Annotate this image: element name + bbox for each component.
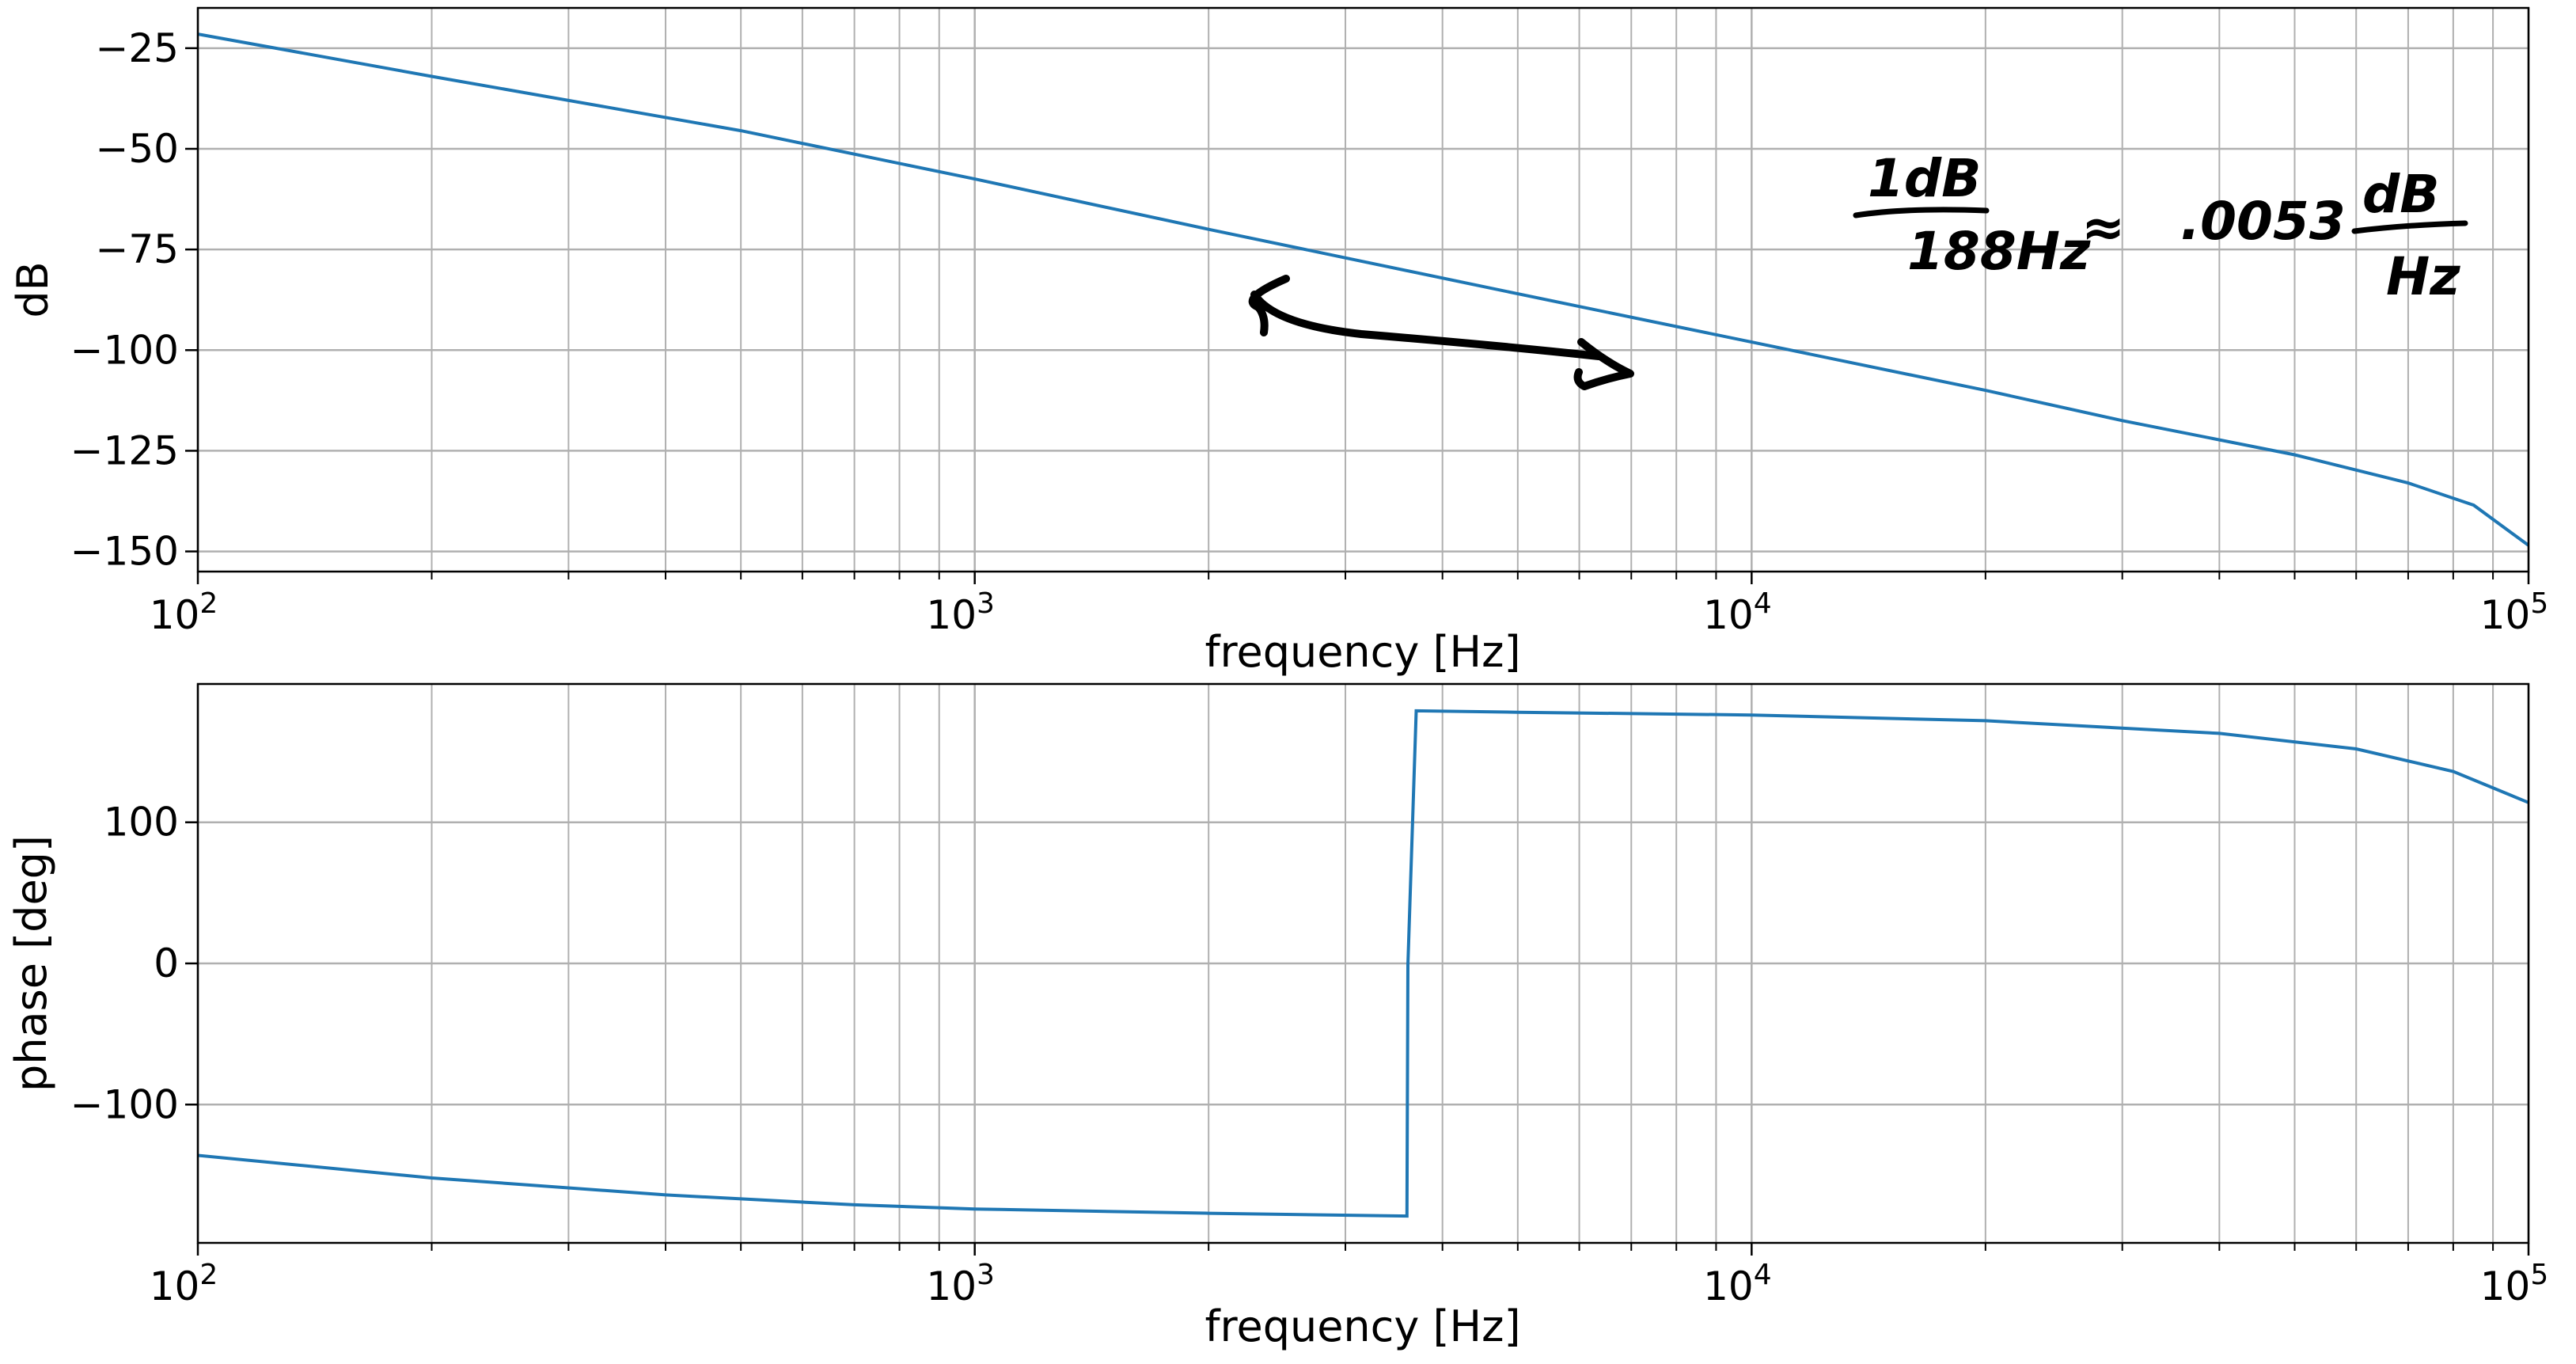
handwritten-value: .0053 xyxy=(2180,191,2346,252)
y-tick-label: −100 xyxy=(70,327,179,373)
handwritten-fraction-bar-1 xyxy=(1853,207,1990,218)
phase-x-ticks: 102 103 104 105 xyxy=(150,1243,2549,1309)
phase-axes-frame xyxy=(196,682,2530,1244)
handwritten-approx-sign: ≈ xyxy=(2081,197,2125,258)
x-tick-label-exponent: 3 xyxy=(977,1259,995,1291)
handwritten-fraction-2-numerator: dB xyxy=(2362,164,2440,225)
y-tick-label: −25 xyxy=(95,25,179,71)
x-tick-label-base: 10 xyxy=(1703,592,1754,638)
phase-series-line xyxy=(197,709,2529,1218)
magnitude-y-ticks: −25 −50 −75 −100 −125 −150 xyxy=(70,25,198,575)
y-tick-label: −125 xyxy=(70,427,179,473)
magnitude-x-ticks: 102 103 104 105 xyxy=(150,572,2549,638)
x-tick-label: 102 xyxy=(150,587,218,638)
x-tick-label: 104 xyxy=(1703,587,1772,638)
x-tick-label: 103 xyxy=(926,587,995,638)
y-tick-label: −150 xyxy=(70,529,179,575)
y-tick-label: −50 xyxy=(95,126,179,172)
handwritten-fraction-1-denominator: 188Hz xyxy=(1907,221,2091,282)
x-tick-label-base: 10 xyxy=(150,1263,200,1309)
x-tick-label: 105 xyxy=(2480,1259,2549,1309)
x-tick-label: 105 xyxy=(2480,587,2549,638)
handwritten-annotation: 1dB 188Hz ≈ .0053 dB Hz xyxy=(1248,148,2468,390)
x-tick-label-exponent: 2 xyxy=(199,587,218,620)
x-tick-label: 102 xyxy=(150,1259,218,1309)
x-tick-label-base: 10 xyxy=(1703,1263,1754,1309)
handwritten-arrow-left-head xyxy=(1248,275,1290,336)
x-tick-label-exponent: 3 xyxy=(977,587,995,620)
y-tick-label: 100 xyxy=(104,800,179,845)
handwritten-fraction-2-denominator: Hz xyxy=(2386,246,2460,307)
x-tick-label-base: 10 xyxy=(2480,1263,2531,1309)
handwritten-arrow-right-head xyxy=(1573,338,1634,390)
magnitude-plot-area xyxy=(198,8,2529,572)
magnitude-series-line xyxy=(197,32,2530,547)
magnitude-y-axis-label: dB xyxy=(8,261,58,317)
magnitude-x-axis-label: frequency [Hz] xyxy=(1205,627,1520,677)
handwritten-fraction-1-numerator: 1dB xyxy=(1868,148,1981,209)
y-tick-label: −75 xyxy=(95,226,179,272)
phase-y-ticks: 100 0 −100 xyxy=(70,800,198,1127)
x-tick-label-exponent: 4 xyxy=(1754,587,1772,620)
x-tick-label-exponent: 4 xyxy=(1754,1259,1772,1291)
x-tick-label-exponent: 5 xyxy=(2530,587,2548,620)
phase-y-axis-label: phase [deg] xyxy=(6,835,56,1092)
magnitude-panel: −25−50−75−100−125−150 102 103 104 105 frequ… xyxy=(8,6,2549,677)
handwritten-arrow-shaft xyxy=(1250,291,1603,360)
magnitude-axes-frame xyxy=(196,6,2530,573)
handwritten-fraction-bar-2 xyxy=(2351,220,2468,234)
x-tick-label-base: 10 xyxy=(2480,592,2531,638)
phase-x-axis-label: frequency [Hz] xyxy=(1205,1301,1520,1351)
x-tick-label: 104 xyxy=(1703,1259,1772,1309)
x-tick-label-exponent: 2 xyxy=(199,1259,218,1291)
x-tick-label: 103 xyxy=(926,1259,995,1309)
y-tick-label: 0 xyxy=(154,940,179,986)
x-tick-label-base: 10 xyxy=(150,592,200,638)
y-tick-label: −100 xyxy=(70,1081,179,1127)
x-tick-label-exponent: 5 xyxy=(2530,1259,2548,1291)
x-tick-label-base: 10 xyxy=(926,1263,977,1309)
x-tick-label-base: 10 xyxy=(926,592,977,638)
